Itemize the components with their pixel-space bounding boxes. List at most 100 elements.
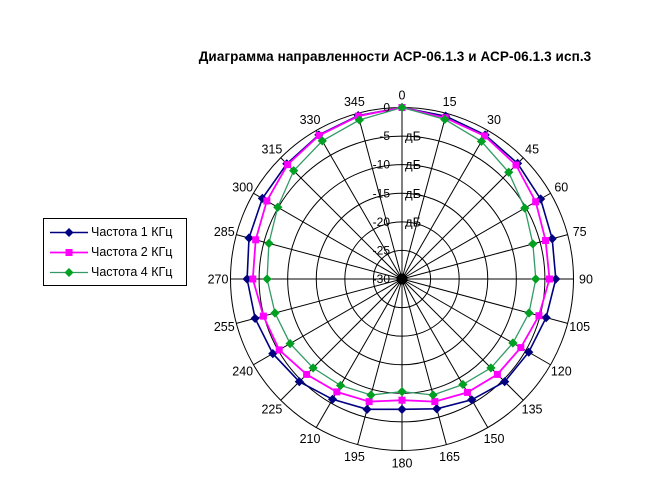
series-1khz-swatch-icon bbox=[50, 227, 88, 237]
data-point-marker bbox=[365, 398, 373, 406]
data-point-marker bbox=[250, 313, 260, 323]
angle-label: 315 bbox=[261, 142, 282, 156]
angle-label: 285 bbox=[214, 225, 235, 239]
data-point-marker bbox=[268, 349, 278, 359]
db-unit-label: дБ bbox=[405, 186, 421, 201]
grid-spoke bbox=[401, 192, 551, 280]
data-point-marker bbox=[486, 363, 496, 373]
angle-label: 165 bbox=[439, 450, 460, 464]
data-point-marker bbox=[264, 238, 274, 248]
grid-spoke bbox=[357, 278, 403, 445]
grid-spoke bbox=[280, 157, 403, 280]
angle-label: 330 bbox=[300, 113, 321, 127]
radial-tick-label: 0 bbox=[383, 101, 390, 115]
data-point-marker bbox=[252, 236, 260, 244]
data-point-marker bbox=[366, 390, 376, 400]
data-point-marker bbox=[249, 275, 257, 283]
data-point-marker bbox=[362, 404, 372, 414]
grid-spoke bbox=[315, 130, 403, 280]
data-point-marker bbox=[262, 274, 272, 284]
data-point-marker bbox=[263, 197, 271, 205]
data-point-marker bbox=[289, 166, 299, 176]
angle-label: 225 bbox=[261, 403, 282, 417]
data-point-marker bbox=[481, 132, 489, 140]
data-point-marker bbox=[458, 379, 468, 390]
radial-tick-label: -10 bbox=[373, 158, 391, 172]
angle-label: 240 bbox=[232, 365, 253, 379]
chart-title: Диаграмма направленности АСР-06.1.3 и АС… bbox=[198, 49, 592, 64]
data-point-marker bbox=[432, 404, 442, 414]
angle-label: 135 bbox=[522, 403, 543, 417]
angle-label: 120 bbox=[551, 365, 572, 379]
series-4khz-swatch-icon bbox=[50, 267, 88, 277]
data-point-marker bbox=[285, 338, 295, 349]
legend-item: Частота 2 КГц bbox=[49, 245, 184, 259]
data-point-marker bbox=[504, 167, 514, 177]
angle-label: 300 bbox=[232, 181, 253, 195]
data-point-marker bbox=[428, 390, 438, 400]
data-point-marker bbox=[398, 396, 406, 404]
data-point-marker bbox=[508, 338, 518, 348]
data-point-marker bbox=[545, 275, 553, 283]
diamond-marker-icon bbox=[64, 227, 74, 237]
grid-spoke bbox=[357, 113, 403, 280]
angle-label: 15 bbox=[443, 95, 457, 109]
data-point-marker bbox=[440, 114, 450, 125]
angle-label: 180 bbox=[392, 457, 413, 471]
diamond-marker-icon bbox=[64, 267, 74, 277]
data-point-marker bbox=[354, 112, 362, 120]
data-point-marker bbox=[493, 370, 501, 378]
data-point-marker bbox=[476, 136, 487, 146]
data-point-marker bbox=[532, 198, 540, 206]
square-marker-icon bbox=[65, 248, 73, 256]
data-point-marker bbox=[500, 377, 510, 387]
data-point-marker bbox=[244, 233, 254, 243]
data-point-marker bbox=[294, 377, 304, 387]
angle-label: 105 bbox=[569, 320, 590, 334]
legend-label: Частота 4 КГц bbox=[91, 265, 173, 279]
grid-spoke bbox=[401, 278, 447, 445]
data-point-marker bbox=[524, 347, 534, 357]
angle-label: 60 bbox=[554, 181, 568, 195]
data-point-marker bbox=[284, 161, 292, 169]
data-point-marker bbox=[317, 136, 327, 146]
radial-tick-label: -5 bbox=[379, 129, 390, 143]
data-point-marker bbox=[273, 202, 283, 212]
angle-label: 270 bbox=[208, 273, 229, 287]
angle-label: 90 bbox=[579, 273, 593, 287]
angle-label: 255 bbox=[214, 320, 235, 334]
grid-spoke bbox=[401, 278, 489, 428]
data-point-marker bbox=[541, 313, 551, 323]
legend-label: Частота 2 КГц bbox=[91, 245, 173, 259]
data-point-marker bbox=[333, 388, 341, 396]
angle-label: 45 bbox=[525, 142, 539, 156]
angle-label: 150 bbox=[484, 432, 505, 446]
series-2khz-swatch-icon bbox=[50, 248, 88, 256]
data-point-marker bbox=[354, 115, 364, 125]
data-point-marker bbox=[335, 380, 346, 391]
grid-spoke bbox=[315, 278, 403, 428]
radial-tick-label: -15 bbox=[373, 186, 391, 200]
grid-spoke bbox=[401, 157, 524, 280]
data-point-marker bbox=[542, 237, 550, 245]
data-point-marker bbox=[517, 344, 525, 352]
legend: Частота 1 КГц Частота 2 КГц Частота 4 КГ… bbox=[43, 218, 187, 286]
data-point-marker bbox=[463, 388, 471, 396]
series-polygon-1 bbox=[246, 106, 557, 411]
radial-tick-label: -20 bbox=[373, 215, 391, 229]
grid-spoke bbox=[236, 234, 403, 280]
grid-spoke bbox=[401, 130, 489, 280]
data-point-marker bbox=[536, 194, 546, 204]
data-point-marker bbox=[259, 312, 267, 320]
grid-spoke bbox=[401, 113, 447, 280]
data-point-marker bbox=[520, 203, 530, 213]
data-point-marker bbox=[275, 346, 283, 354]
data-point-marker bbox=[528, 239, 538, 249]
data-point-marker bbox=[308, 363, 318, 373]
series-polygon-3 bbox=[266, 106, 537, 396]
legend-label: Частота 1 КГц bbox=[91, 225, 173, 239]
angle-label: 75 bbox=[573, 225, 587, 239]
data-point-marker bbox=[397, 387, 407, 397]
legend-item: Частота 1 КГц bbox=[49, 225, 184, 239]
